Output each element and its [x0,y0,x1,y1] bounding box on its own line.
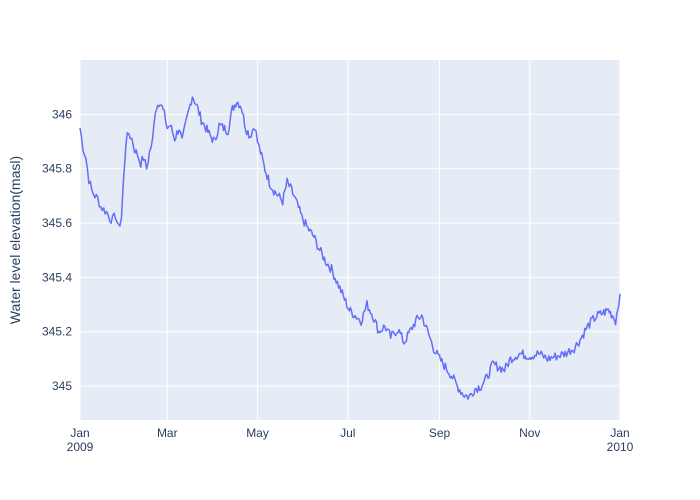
x-tick-label: Nov [519,426,540,440]
x-tick-year-label: 2010 [607,440,634,454]
x-tick-label: Jul [340,426,355,440]
x-tick-label: Sep [429,426,451,440]
y-tick-label: 345.2 [42,325,72,339]
x-tick-label: Mar [157,426,178,440]
y-tick-label: 346 [52,107,72,121]
x-tick-label: Jan [70,426,89,440]
x-tick-label: Jan [610,426,629,440]
y-axis-ticks: 345 345.2 345.4 345.6 345.8 346 [42,107,72,393]
grid-layer [79,60,621,420]
y-tick-label: 345.6 [42,216,72,230]
y-tick-label: 345.8 [42,162,72,176]
x-tick-label: May [246,426,269,440]
series-line [79,96,621,400]
y-tick-label: 345.4 [42,270,72,284]
x-tick-year-label: 2009 [67,440,94,454]
line-layer [79,96,621,400]
y-axis-title: Water level elevation(masl) [7,156,23,324]
y-tick-label: 345 [52,379,72,393]
